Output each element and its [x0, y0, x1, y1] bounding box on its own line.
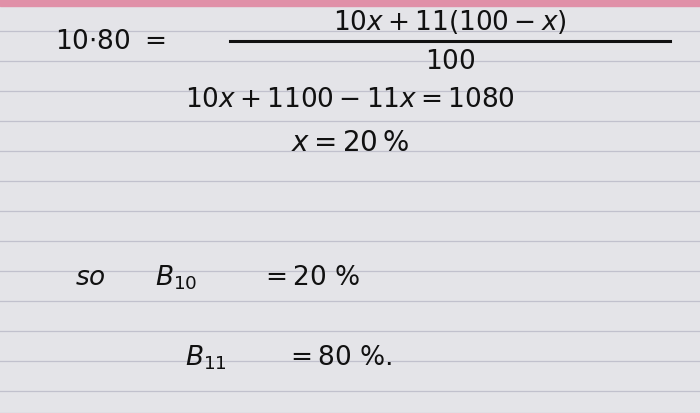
Text: $so$: $so$ — [75, 264, 106, 290]
Text: $B_{10}$: $B_{10}$ — [155, 263, 197, 292]
Text: $10x + 1100 - 11x = 1080$: $10x + 1100 - 11x = 1080$ — [185, 87, 515, 113]
Text: $x = 20\,\%$: $x = 20\,\%$ — [291, 129, 409, 157]
Text: $10{\cdot}80\ =$: $10{\cdot}80\ =$ — [55, 29, 165, 55]
FancyBboxPatch shape — [0, 0, 700, 7]
Text: $= 20\ \%$: $= 20\ \%$ — [260, 264, 360, 290]
Text: $= 80\ \%.$: $= 80\ \%.$ — [285, 344, 392, 370]
Text: $100$: $100$ — [425, 49, 475, 75]
Text: $10x + 11(100-x)$: $10x + 11(100-x)$ — [333, 8, 567, 36]
Text: $B_{11}$: $B_{11}$ — [185, 343, 227, 371]
